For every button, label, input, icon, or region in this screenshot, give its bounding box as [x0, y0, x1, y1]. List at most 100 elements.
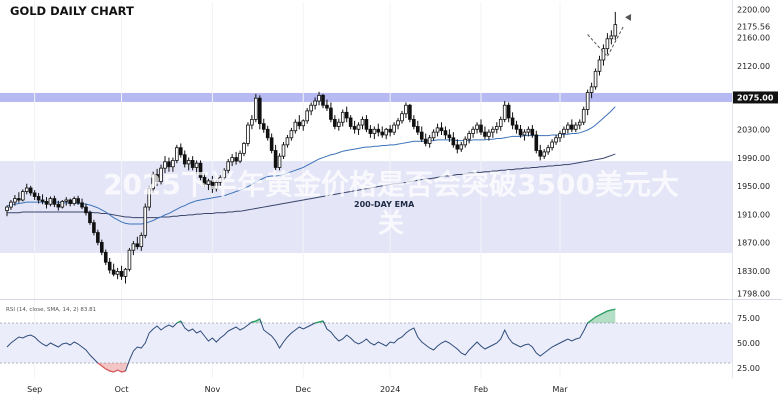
candle	[542, 149, 546, 159]
candle-body-up	[400, 113, 404, 122]
candle-body-up	[522, 131, 527, 136]
candle	[483, 126, 487, 140]
candle	[64, 197, 69, 206]
candle	[585, 89, 590, 116]
candle	[250, 115, 254, 130]
candle	[510, 112, 515, 130]
candle	[558, 130, 562, 143]
candle-body-up	[494, 126, 499, 130]
candle	[451, 132, 456, 148]
candle-body-up	[123, 268, 128, 277]
price-tick-label: 2030.00	[737, 125, 770, 134]
candle	[498, 116, 503, 131]
price-tick-label: 2160.00	[737, 34, 770, 43]
candle-body-down	[68, 199, 73, 204]
candle	[352, 120, 357, 134]
candle	[518, 125, 523, 138]
candle-body-down	[412, 118, 416, 127]
candle	[443, 126, 448, 140]
candle	[190, 156, 195, 171]
candle-body-down	[80, 202, 84, 208]
candle-body-up	[593, 70, 598, 88]
candle-body-down	[451, 137, 456, 146]
candle-body-down	[439, 127, 444, 132]
candle-body-up	[589, 86, 594, 93]
candle	[364, 115, 369, 133]
candle	[254, 93, 258, 123]
candle-body-up	[9, 201, 13, 208]
candle-body-down	[17, 198, 21, 201]
candle-body-up	[5, 206, 9, 212]
candle-body-up	[289, 130, 294, 139]
candle-body-up	[459, 144, 464, 150]
level-bands	[0, 92, 733, 254]
candle-body-up	[250, 118, 254, 126]
candle	[103, 249, 108, 266]
candle	[111, 263, 116, 277]
candle	[447, 129, 452, 143]
candle-body-down	[202, 176, 207, 185]
candle-body-down	[28, 187, 33, 194]
candle	[344, 106, 349, 123]
candle-body-down	[198, 162, 203, 178]
candle-body-down	[155, 174, 159, 183]
candle	[475, 122, 479, 134]
candle-body-down	[265, 128, 270, 139]
time-axis[interactable]: Sep Oct Nov Dec 2024 Feb Mar	[27, 385, 568, 394]
candle	[32, 190, 37, 200]
candle-body-up	[431, 131, 436, 139]
candle	[546, 144, 550, 155]
candle	[392, 122, 396, 135]
candle-body-up	[317, 94, 321, 102]
candle	[463, 136, 467, 148]
candle	[313, 97, 317, 110]
candle-body-down	[483, 131, 487, 137]
candle-body-up	[550, 141, 554, 149]
candle-body-up	[574, 124, 578, 130]
candle	[530, 125, 535, 138]
candle	[609, 30, 614, 45]
candle	[534, 130, 539, 154]
candle-body-up	[356, 124, 361, 130]
candle-body-up	[281, 144, 286, 157]
support-zone	[0, 161, 733, 254]
candle-body-up	[498, 118, 503, 127]
candle	[277, 153, 282, 171]
candle-body-up	[48, 198, 53, 205]
candle-body-up	[475, 124, 479, 130]
candle	[163, 156, 167, 174]
candle	[182, 150, 187, 168]
candle	[562, 126, 566, 138]
candle	[178, 143, 183, 158]
candle	[419, 126, 424, 143]
candle-body-up	[558, 133, 562, 139]
candle	[246, 122, 250, 147]
candle	[261, 118, 266, 133]
candle-body-down	[297, 121, 302, 127]
price-tick-label: 1990.00	[737, 154, 770, 163]
time-tick-label: Sep	[27, 385, 42, 394]
price-tick-label: 1950.00	[737, 182, 770, 191]
ema-50-line	[6, 106, 616, 225]
candle-body-up	[139, 234, 144, 248]
candle	[613, 11, 618, 41]
candle	[404, 102, 408, 118]
candle	[17, 192, 21, 203]
candle-body-up	[143, 206, 148, 236]
candle-body-down	[56, 203, 61, 208]
candle-body-down	[273, 150, 278, 168]
candle-body-up	[427, 137, 432, 144]
candle-body-up	[254, 97, 258, 120]
candle	[455, 139, 460, 154]
ema-200-label: 200-DAY EMA	[354, 200, 415, 209]
candle	[127, 248, 132, 272]
price-tick-label: 1830.00	[737, 267, 770, 276]
candle	[439, 122, 444, 135]
candle	[589, 82, 594, 99]
time-tick-label: Dec	[296, 385, 311, 394]
price-axis[interactable]: 1798.00 1830.00 1870.00 1910.00 1950.00 1990.…	[733, 5, 778, 299]
candle	[230, 154, 234, 167]
candle	[92, 219, 96, 236]
